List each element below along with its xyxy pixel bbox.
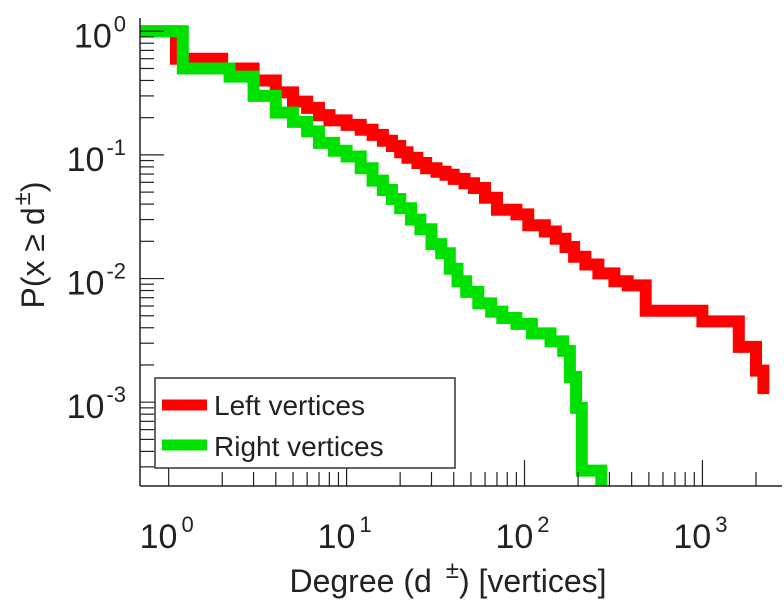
- x-tick-label: 10 0: [140, 512, 194, 556]
- x-tick-label: 10 2: [495, 512, 549, 556]
- legend-box: [154, 377, 456, 469]
- legend-label-left: Left vertices: [214, 390, 365, 421]
- series-line-right: [140, 25, 608, 486]
- y-tick-label: 10-3: [67, 382, 126, 426]
- x-tick-label: 10 1: [318, 512, 372, 556]
- legend-label-right: Right vertices: [214, 431, 384, 462]
- x-axis-title: Degree (d ±) [vertices]: [289, 557, 606, 599]
- y-axis-title: P(x ≥ d±): [9, 182, 51, 309]
- axes-layer: 10 0 10 1 10 2 10 3 100 10-1 10-2 10-3: [67, 11, 782, 556]
- legend: Left vertices Right vertices: [154, 377, 456, 469]
- y-tick-label: 100: [74, 11, 126, 55]
- y-tick-label: 10-1: [67, 135, 126, 179]
- y-tick-label: 10-2: [67, 259, 126, 303]
- x-tick-label: 10 3: [673, 512, 727, 556]
- series-line-left: [140, 25, 770, 395]
- series-layer: [140, 25, 770, 486]
